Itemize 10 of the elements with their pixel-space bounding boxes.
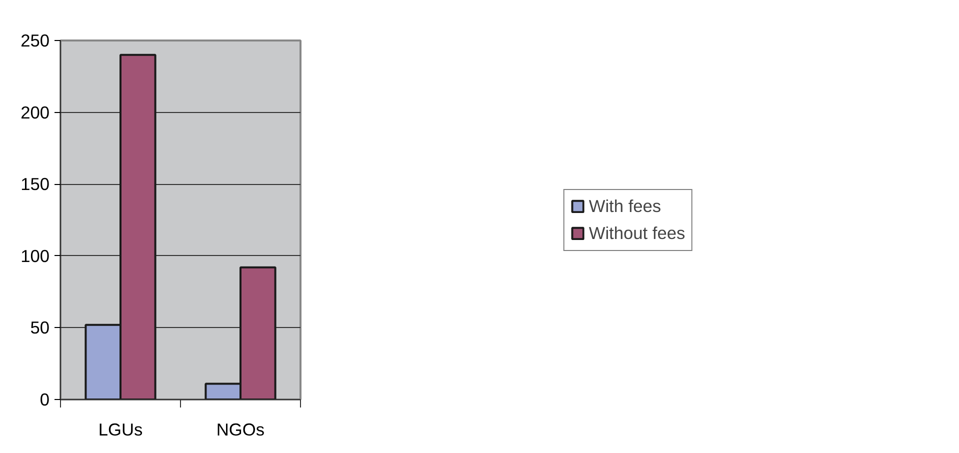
legend-label: Without fees (588, 222, 686, 244)
y-tick-label: 150 (20, 174, 50, 194)
y-tick-label: 0 (40, 390, 50, 410)
y-tick-label: 200 (20, 102, 50, 122)
y-tick-label: 50 (30, 318, 50, 338)
x-tick-label: NGOs (216, 420, 265, 440)
x-tick-label: LGUs (98, 420, 143, 440)
legend-label: With fees (588, 196, 662, 216)
y-tick-label: 100 (20, 246, 50, 266)
y-tick-label: 250 (20, 30, 50, 50)
